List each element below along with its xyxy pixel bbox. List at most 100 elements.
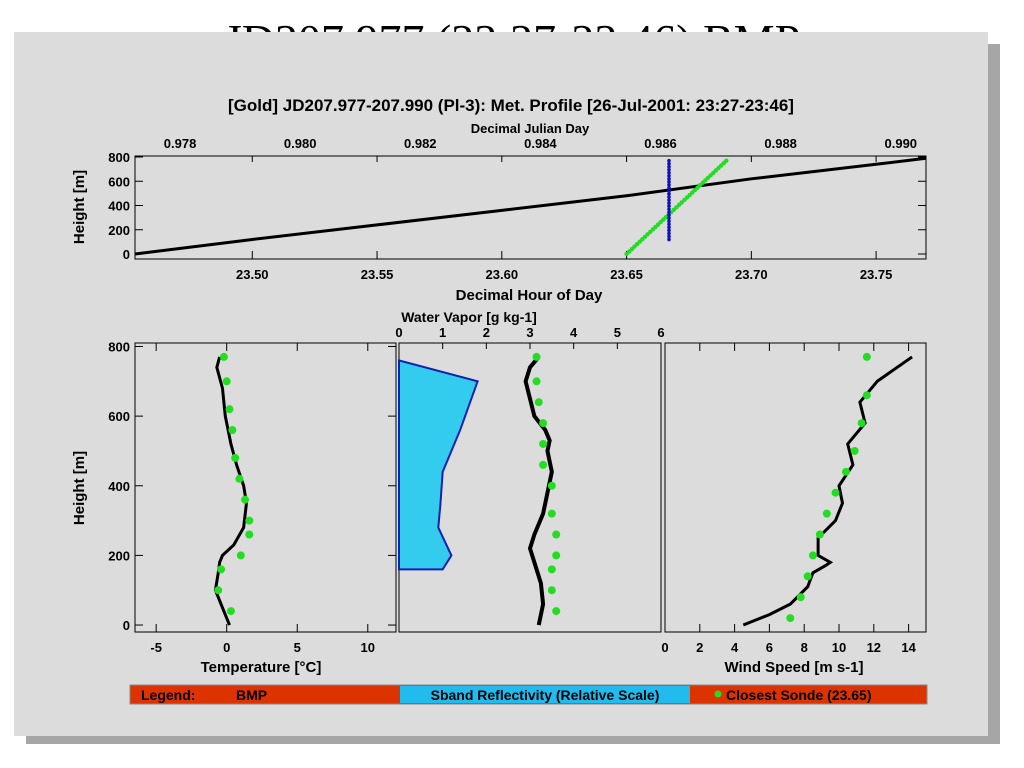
top-vertical-marker-point [667,158,671,163]
wv-sonde-point [532,352,541,361]
wind-x-axis-label: Wind Speed [m s-1] [724,659,863,676]
bottom-y-axis-label: Height [m] [71,451,88,525]
top-vertical-marker-point [667,167,671,172]
temp-sonde-point [245,516,254,525]
wind-sonde-point [862,352,871,361]
top-vertical-marker-point [667,216,671,221]
top-vertical-marker-point [667,183,671,187]
top-x-axis-label: Decimal Hour of Day [456,287,603,304]
top-vertical-marker-point [667,186,671,190]
wind-sonde-point [841,467,850,476]
figure-svg: [Gold] JD207.977-207.990 (Pl-3): Met. Pr… [71,96,928,705]
top-vertical-marker-point [667,204,671,208]
temp-bmp-trace [213,356,248,626]
wv-sonde-point [547,586,556,595]
legend-sband: Sband Reflectivity (Relative Scale) [431,687,660,703]
wind-x-tick-label: 14 [901,640,916,655]
temp-y-tick-label: 400 [108,479,130,494]
top-vertical-marker-point [667,198,671,202]
top-vertical-marker-point [667,161,671,166]
wv-x2-tick-label: 3 [526,325,533,340]
temp-x-tick-label: -5 [150,640,162,655]
temp-sonde-point [231,453,240,462]
temp-y-tick-label: 200 [108,548,130,563]
top-x2-tick-label: 0.982 [404,136,437,151]
top-x2-tick-label: 0.980 [284,136,317,151]
top-y-tick-label: 200 [108,223,130,238]
temp-x-tick-label: 0 [223,640,230,655]
wv-sonde-point [532,377,541,386]
wind-x-tick-label: 12 [867,640,881,655]
top-x2-tick-label: 0.986 [644,136,677,151]
wind-sonde-point [831,488,840,497]
wind-x-tick-label: 8 [801,640,808,655]
top-sonde-point [724,158,729,163]
wind-x-tick-label: 6 [766,640,773,655]
legend-label: Legend: [141,687,195,703]
wind-x-tick-label: 4 [731,640,739,655]
wind-bmp-trace [742,355,913,627]
wind-sonde-point [850,446,859,455]
top-vertical-marker-point [667,210,671,214]
wind-plot-frame [664,342,927,633]
wv-sonde-point [534,398,543,407]
wv-sonde-point [552,530,561,539]
wv-x2-tick-label: 5 [614,325,621,340]
legend-bmp: BMP [236,687,267,703]
top-y-axis-label: Height [m] [71,170,88,244]
wv-sonde-point [547,565,556,574]
legend-sonde-marker [714,690,722,698]
top-x-tick-label: 23.70 [735,267,768,282]
wind-sonde-point [862,391,871,400]
top-vertical-marker-point [667,173,671,178]
temp-x-tick-label: 5 [294,640,301,655]
top-y-tick-label: 400 [108,199,130,214]
wv-sonde-point [552,551,561,560]
wv-bmp-trace [523,355,554,626]
wind-sonde-point [803,572,812,581]
top-vertical-marker-point [667,213,671,217]
top-bmp-trace [134,156,927,256]
top-vertical-marker-point [667,189,671,193]
top-y-tick-label: 800 [108,150,130,165]
top-vertical-marker-point [667,225,671,230]
wind-sonde-point [796,593,805,602]
wv-sonde-point [547,509,556,518]
wv-sonde-point [539,419,548,428]
wv-sonde-point [552,607,561,616]
top-x-tick-label: 23.60 [486,267,519,282]
top-x-tick-label: 23.55 [361,267,394,282]
top-vertical-marker-point [667,234,671,239]
temp-sonde-point [219,352,228,361]
top-vertical-marker-point [667,237,671,242]
top-vertical-marker-point [667,177,671,181]
wv-x2-axis-label: Water Vapor [g kg-1] [401,309,537,325]
temp-sonde-point [222,377,231,386]
temp-sonde-point [236,551,245,560]
wind-sonde-point [822,509,831,518]
top-vertical-marker-point [667,228,671,233]
top-vertical-marker-point [667,219,671,224]
temp-y-tick-label: 0 [123,618,130,633]
legend-sband-background [400,686,690,703]
wind-sonde-point [857,419,866,428]
temp-sonde-point [226,607,235,616]
top-vertical-marker-point [667,231,671,236]
top-y-tick-label: 600 [108,174,130,189]
figure-panel: [Gold] JD207.977-207.990 (Pl-3): Met. Pr… [14,32,988,736]
wind-x-tick-label: 2 [696,640,703,655]
wind-sonde-point [815,530,824,539]
temp-x-axis-label: Temperature [°C] [201,659,322,676]
top-vertical-marker-point [667,201,671,205]
top-x-tick-label: 23.65 [610,267,643,282]
top-vertical-marker-point [667,170,671,175]
temp-sonde-point [225,405,234,414]
wv-x2-tick-label: 2 [483,325,490,340]
top-chart-title: [Gold] JD207.977-207.990 (Pl-3): Met. Pr… [228,96,794,115]
wv-sonde-point [539,460,548,469]
temp-x-tick-label: 10 [361,640,375,655]
top-vertical-marker-point [667,195,671,199]
top-x2-tick-label: 0.988 [764,136,797,151]
top-vertical-marker-point [667,192,671,196]
temp-sonde-point [217,565,226,574]
